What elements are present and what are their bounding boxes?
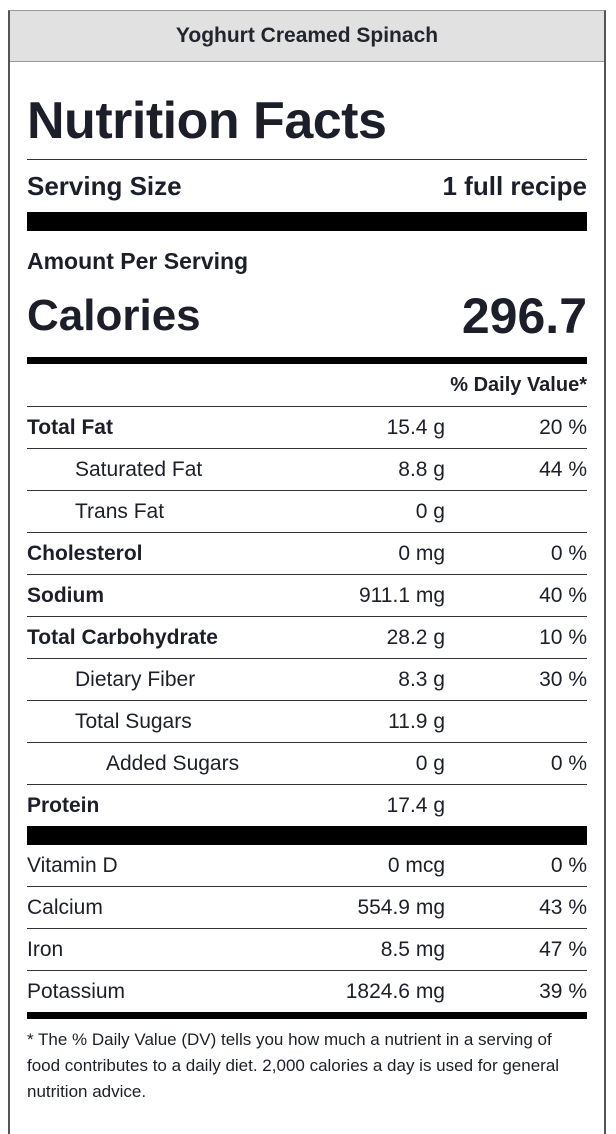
vitamin-amount: 0 mcg	[387, 853, 445, 877]
vitamin-dv: 39 %	[539, 979, 587, 1003]
nutrient-amount: 28.2 g	[386, 625, 445, 649]
nutrient-row-protein: Protein 17.4 g	[27, 784, 587, 826]
serving-size-value: 1 full recipe	[442, 170, 588, 201]
nutrient-row-dietary-fiber: Dietary Fiber 8.3 g 30 %	[27, 658, 587, 700]
calories-value: 296.7	[461, 288, 587, 344]
calories-row: Calories 296.7	[27, 275, 587, 357]
nutrient-dv: 0 %	[550, 541, 587, 565]
serving-size-row: Serving Size 1 full recipe	[27, 160, 587, 212]
nutrient-dv: 44 %	[539, 457, 587, 481]
daily-value-header: % Daily Value*	[450, 373, 587, 396]
nutrient-amount: 8.8 g	[398, 457, 445, 481]
nutrient-amount: 911.1 mg	[359, 583, 445, 607]
nutrient-row-total-carbohydrate: Total Carbohydrate 28.2 g 10 %	[27, 616, 587, 658]
nutrient-name: Cholesterol	[27, 541, 143, 565]
vitamin-name: Potassium	[27, 979, 126, 1003]
vitamin-name: Vitamin D	[27, 853, 118, 877]
nutrient-dv: 10 %	[539, 625, 587, 649]
nutrient-name: Total Sugars	[75, 709, 192, 733]
amount-per-serving: Amount Per Serving	[27, 248, 249, 274]
vitamin-row-vitamin-d: Vitamin D 0 mcg 0 %	[27, 845, 587, 886]
nutrient-name: Sodium	[27, 583, 104, 607]
serving-size-label: Serving Size	[27, 170, 182, 201]
thick-divider	[27, 826, 587, 845]
nutrient-name: Trans Fat	[75, 499, 165, 523]
vitamin-dv: 47 %	[539, 937, 587, 961]
nutrient-amount: 17.4 g	[386, 793, 445, 817]
panel-title: Nutrition Facts	[27, 92, 387, 150]
nutrient-row-sodium: Sodium 911.1 mg 40 %	[27, 574, 587, 616]
nutrition-label: Yoghurt Creamed Spinach Nutrition Facts …	[8, 10, 606, 1134]
daily-value-footnote: * The % Daily Value (DV) tells you how m…	[27, 1030, 560, 1101]
nutrient-name: Protein	[27, 793, 100, 817]
nutrient-dv: 20 %	[539, 415, 587, 439]
label-content: Nutrition Facts Serving Size 1 full reci…	[27, 63, 587, 1105]
nutrient-amount: 8.3 g	[398, 667, 445, 691]
nutrient-name: Total Carbohydrate	[27, 625, 218, 649]
nutrient-amount: 15.4 g	[386, 415, 445, 439]
vitamin-amount: 554.9 mg	[357, 895, 445, 919]
nutrient-amount: 0 mg	[398, 541, 445, 565]
vitamin-name: Calcium	[27, 895, 103, 919]
recipe-title: Yoghurt Creamed Spinach	[10, 11, 604, 62]
vitamin-row-potassium: Potassium 1824.6 mg 39 %	[27, 970, 587, 1012]
nutrient-name: Added Sugars	[106, 751, 240, 775]
nutrient-row-saturated-fat: Saturated Fat 8.8 g 44 %	[27, 448, 587, 490]
nutrient-row-added-sugars: Added Sugars 0 g 0 %	[27, 742, 587, 784]
medium-divider	[27, 357, 587, 364]
nutrient-name: Saturated Fat	[75, 457, 203, 481]
vitamin-dv: 43 %	[539, 895, 587, 919]
nutrient-amount: 0 g	[415, 751, 445, 775]
nutrient-row-trans-fat: Trans Fat 0 g	[27, 490, 587, 532]
vitamin-row-calcium: Calcium 554.9 mg 43 %	[27, 886, 587, 928]
nutrient-amount: 11.9 g	[388, 709, 445, 733]
calories-label: Calories	[27, 291, 201, 340]
nutrient-dv: 40 %	[539, 583, 587, 607]
vitamin-amount: 8.5 mg	[380, 937, 445, 961]
nutrient-dv: 30 %	[539, 667, 587, 691]
nutrient-name: Dietary Fiber	[75, 667, 196, 691]
nutrient-dv: 0 %	[550, 751, 587, 775]
vitamin-dv: 0 %	[550, 853, 587, 877]
nutrient-row-cholesterol: Cholesterol 0 mg 0 %	[27, 532, 587, 574]
thick-divider	[27, 212, 587, 231]
medium-divider	[27, 1012, 587, 1019]
vitamin-name: Iron	[27, 937, 64, 961]
vitamin-row-iron: Iron 8.5 mg 47 %	[27, 928, 587, 970]
vitamin-amount: 1824.6 mg	[345, 979, 445, 1003]
nutrient-row-total-fat: Total Fat 15.4 g 20 %	[27, 406, 587, 448]
divider	[27, 159, 587, 160]
nutrient-amount: 0 g	[415, 499, 445, 523]
nutrient-name: Total Fat	[27, 415, 113, 439]
nutrient-row-total-sugars: Total Sugars 11.9 g	[27, 700, 587, 742]
